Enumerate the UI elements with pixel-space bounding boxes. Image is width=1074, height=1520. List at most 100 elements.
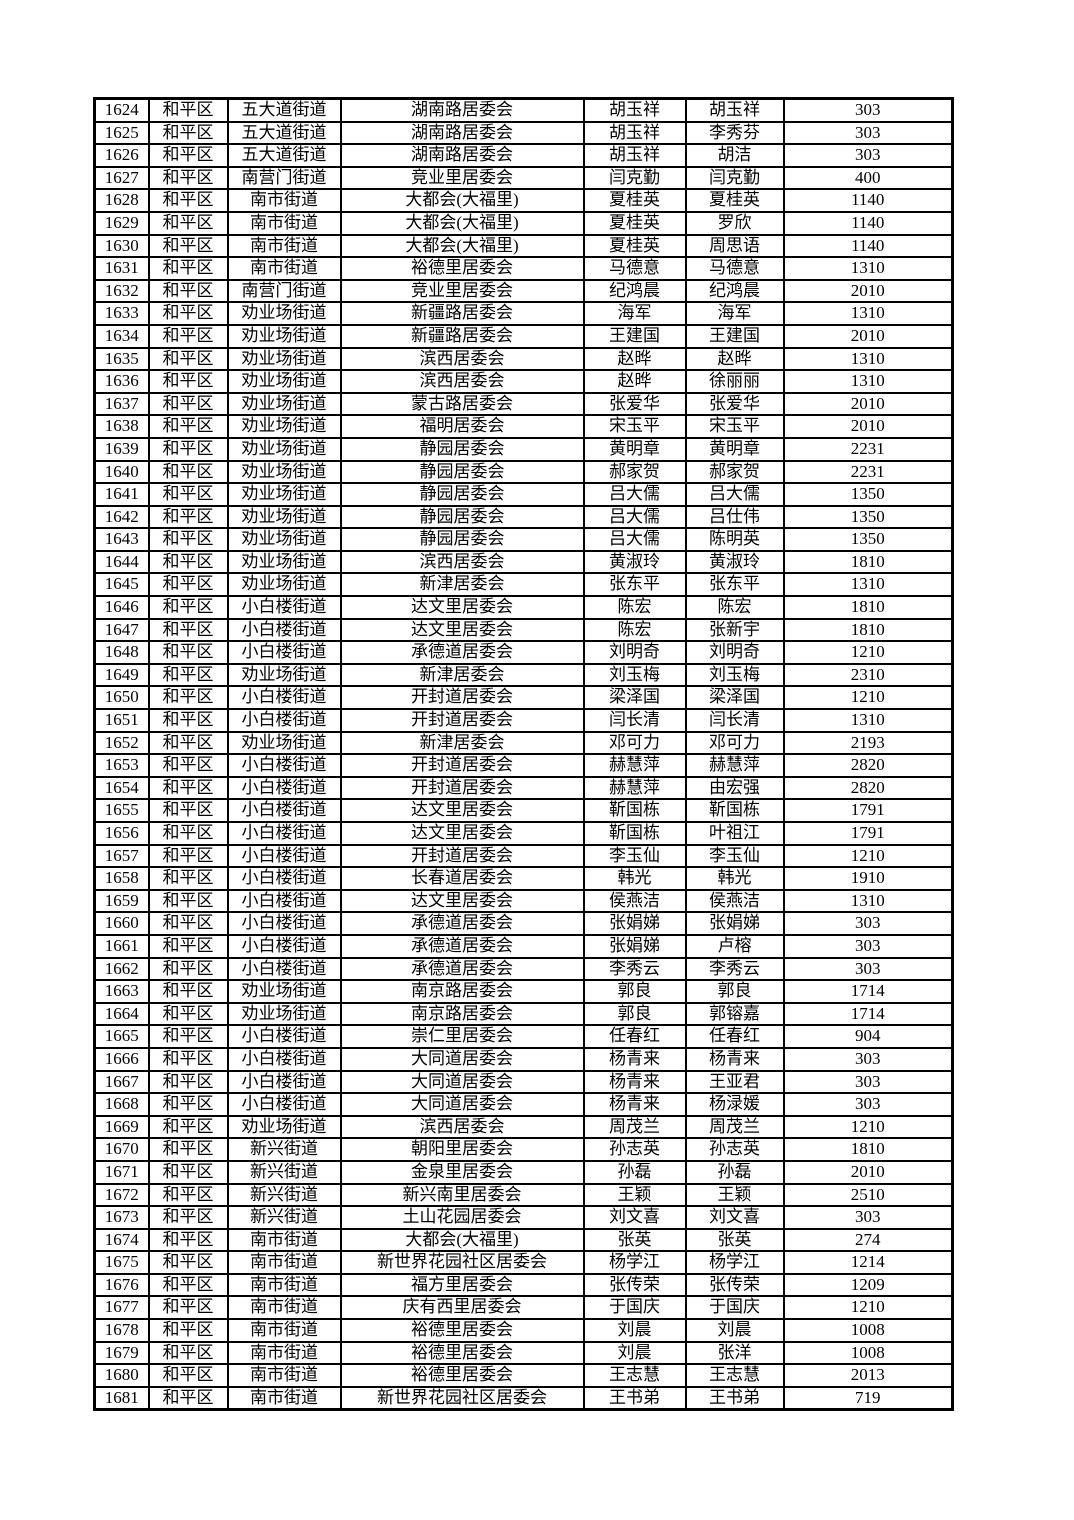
cell-index: 1658 — [93, 866, 150, 891]
cell-district: 和平区 — [147, 866, 229, 891]
cell-index: 1672 — [93, 1182, 150, 1208]
cell-index: 1680 — [93, 1363, 150, 1388]
cell-street: 劝业场街道 — [226, 346, 342, 372]
cell-committee: 新疆路居委会 — [339, 301, 585, 326]
cell-name-2: 陈宏 — [684, 595, 785, 620]
cell-name-1: 郭良 — [582, 1001, 687, 1027]
cell-name-1: 胡玉祥 — [582, 120, 687, 146]
table-row: 1657 和平区 小白楼街道 开封道居委会 李玉仙 李玉仙 1210 — [93, 843, 954, 869]
cell-index: 1641 — [93, 482, 150, 507]
table-row: 1664 和平区 劝业场街道 南京路居委会 郭良 郭镕嘉 1714 — [93, 1001, 954, 1027]
cell-index: 1625 — [93, 120, 150, 146]
cell-street: 南市街道 — [226, 1318, 342, 1343]
table-row: 1677 和平区 南市街道 庆有西里居委会 于国庆 于国庆 1210 — [93, 1295, 954, 1321]
cell-number: 1210 — [782, 640, 954, 665]
cell-index: 1652 — [93, 730, 150, 756]
cell-name-1: 夏桂英 — [582, 188, 687, 213]
table-row: 1643 和平区 劝业场街道 静园居委会 吕大儒 陈明英 1350 — [93, 527, 954, 552]
cell-street: 南营门街道 — [226, 278, 342, 304]
cell-number: 303 — [782, 1046, 954, 1072]
cell-street: 南市街道 — [226, 1385, 342, 1411]
cell-district: 和平区 — [147, 708, 229, 733]
cell-committee: 庆有西里居委会 — [339, 1295, 585, 1321]
cell-street: 五大道街道 — [226, 143, 342, 168]
table-row: 1642 和平区 劝业场街道 静园居委会 吕大儒 吕仕伟 1350 — [93, 504, 954, 530]
cell-name-1: 黄淑玲 — [582, 549, 687, 575]
cell-name-1: 黄明章 — [582, 436, 687, 462]
cell-name-1: 王书弟 — [582, 1385, 687, 1411]
table-row: 1678 和平区 南市街道 裕德里居委会 刘晨 刘晨 1008 — [93, 1318, 954, 1343]
cell-number: 1350 — [782, 482, 954, 507]
cell-street: 小白楼街道 — [226, 866, 342, 891]
cell-name-1: 吕大儒 — [582, 504, 687, 530]
cell-name-2: 孙志英 — [684, 1137, 785, 1162]
cell-number: 1008 — [782, 1340, 954, 1366]
cell-committee: 大都会(大福里) — [339, 210, 585, 236]
cell-index: 1654 — [93, 775, 150, 801]
cell-number: 1310 — [782, 301, 954, 326]
cell-index: 1679 — [93, 1340, 150, 1366]
cell-street: 南市街道 — [226, 1363, 342, 1388]
cell-name-1: 刘晨 — [582, 1340, 687, 1366]
cell-committee: 静园居委会 — [339, 436, 585, 462]
cell-street: 南市街道 — [226, 1340, 342, 1366]
cell-street: 南营门街道 — [226, 165, 342, 191]
cell-name-2: 周思语 — [684, 233, 785, 259]
cell-number: 2010 — [782, 414, 954, 439]
cell-index: 1653 — [93, 753, 150, 778]
cell-index: 1635 — [93, 346, 150, 372]
cell-street: 南市街道 — [226, 1272, 342, 1298]
cell-name-2: 徐丽丽 — [684, 369, 785, 394]
cell-name-1: 夏桂英 — [582, 233, 687, 259]
cell-name-2: 张爱华 — [684, 391, 785, 417]
table-row: 1669 和平区 劝业场街道 滨西居委会 周茂兰 周茂兰 1210 — [93, 1114, 954, 1140]
cell-number: 1008 — [782, 1318, 954, 1343]
cell-index: 1628 — [93, 188, 150, 213]
cell-number: 719 — [782, 1385, 954, 1411]
table-row: 1648 和平区 小白楼街道 承德道居委会 刘明奇 刘明奇 1210 — [93, 640, 954, 665]
data-table: 1624 和平区 五大道街道 湖南路居委会 胡玉祥 胡玉祥 303 1625 和平区 五大道街道湖… — [93, 97, 954, 1412]
cell-district: 和平区 — [147, 1182, 229, 1208]
cell-index: 1631 — [93, 256, 150, 281]
table-row: 1660 和平区 小白楼街道 承德道居委会 张娟娣 张娟娣 303 — [93, 911, 954, 936]
cell-street: 小白楼街道 — [226, 888, 342, 914]
cell-name-2: 任春红 — [684, 1024, 785, 1049]
cell-district: 和平区 — [147, 1046, 229, 1072]
cell-street: 劝业场街道 — [226, 504, 342, 530]
cell-name-1: 夏桂英 — [582, 210, 687, 236]
cell-number: 303 — [782, 911, 954, 936]
cell-index: 1647 — [93, 617, 150, 643]
cell-committee: 大同道居委会 — [339, 1069, 585, 1095]
cell-street: 小白楼街道 — [226, 708, 342, 733]
cell-name-2: 刘玉梅 — [684, 662, 785, 688]
cell-name-1: 孙磊 — [582, 1159, 687, 1185]
cell-number: 1210 — [782, 1114, 954, 1140]
cell-committee: 竞业里居委会 — [339, 278, 585, 304]
cell-committee: 大同道居委会 — [339, 1046, 585, 1072]
cell-name-1: 刘文喜 — [582, 1205, 687, 1230]
cell-name-1: 陈宏 — [582, 617, 687, 643]
cell-number: 1210 — [782, 843, 954, 869]
cell-name-2: 吕仕伟 — [684, 504, 785, 530]
table-row: 1646 和平区 小白楼街道 达文里居委会 陈宏 陈宏 1810 — [93, 595, 954, 620]
cell-name-1: 胡玉祥 — [582, 143, 687, 168]
cell-street: 劝业场街道 — [226, 527, 342, 552]
cell-district: 和平区 — [147, 346, 229, 372]
cell-district: 和平区 — [147, 956, 229, 982]
table-row: 1670 和平区 新兴街道 朝阳里居委会 孙志英 孙志英 1810 — [93, 1137, 954, 1162]
cell-name-2: 叶祖江 — [684, 821, 785, 846]
cell-district: 和平区 — [147, 911, 229, 936]
table-row: 1679 和平区 南市街道 裕德里居委会 刘晨 张洋 1008 — [93, 1340, 954, 1366]
cell-street: 小白楼街道 — [226, 1024, 342, 1049]
cell-district: 和平区 — [147, 369, 229, 394]
cell-committee: 开封道居委会 — [339, 843, 585, 869]
cell-number: 1214 — [782, 1250, 954, 1275]
cell-name-2: 张东平 — [684, 572, 785, 598]
cell-district: 和平区 — [147, 414, 229, 439]
cell-street: 劝业场街道 — [226, 369, 342, 394]
cell-district: 和平区 — [147, 595, 229, 620]
cell-name-1: 赫慧萍 — [582, 753, 687, 778]
cell-name-2: 胡玉祥 — [684, 97, 785, 123]
cell-committee: 南京路居委会 — [339, 1001, 585, 1027]
cell-index: 1667 — [93, 1069, 150, 1095]
